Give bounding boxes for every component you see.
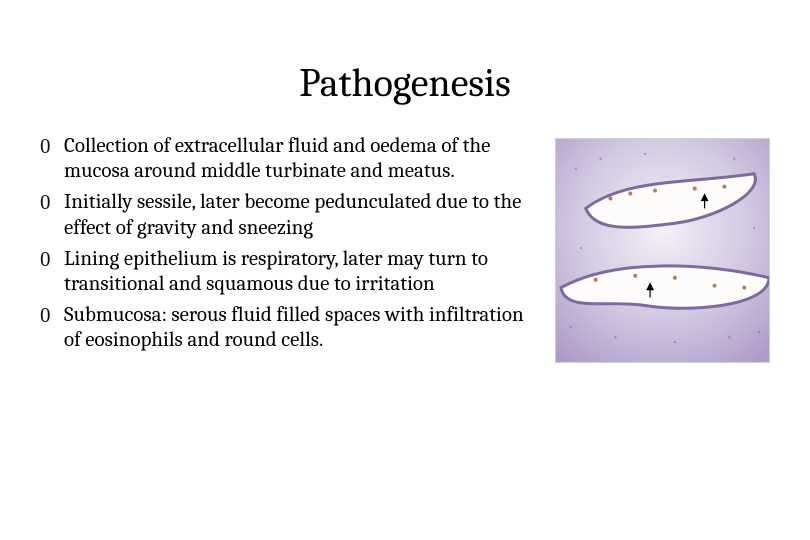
bullet-marker: 0 bbox=[40, 134, 64, 159]
list-item: 0 Submucosa: serous fluid filled spaces … bbox=[40, 303, 537, 353]
bullet-marker: 0 bbox=[40, 247, 64, 272]
bullet-text: Lining epithelium is respiratory, later … bbox=[64, 247, 537, 297]
bullet-list: 0 Collection of extracellular fluid and … bbox=[40, 134, 537, 360]
bullet-text: Initially sessile, later become peduncul… bbox=[64, 190, 537, 240]
slide-title: Pathogenesis bbox=[40, 60, 770, 106]
content-row: 0 Collection of extracellular fluid and … bbox=[40, 134, 770, 363]
histology-icon bbox=[556, 139, 769, 362]
bullet-marker: 0 bbox=[40, 190, 64, 215]
bullet-text: Submucosa: serous fluid filled spaces wi… bbox=[64, 303, 537, 353]
bullet-marker: 0 bbox=[40, 303, 64, 328]
histology-figure bbox=[555, 138, 770, 363]
list-item: 0 Initially sessile, later become pedunc… bbox=[40, 190, 537, 240]
list-item: 0 Lining epithelium is respiratory, late… bbox=[40, 247, 537, 297]
list-item: 0 Collection of extracellular fluid and … bbox=[40, 134, 537, 184]
slide: Pathogenesis 0 Collection of extracellul… bbox=[0, 0, 810, 540]
bullet-text: Collection of extracellular fluid and oe… bbox=[64, 134, 537, 184]
